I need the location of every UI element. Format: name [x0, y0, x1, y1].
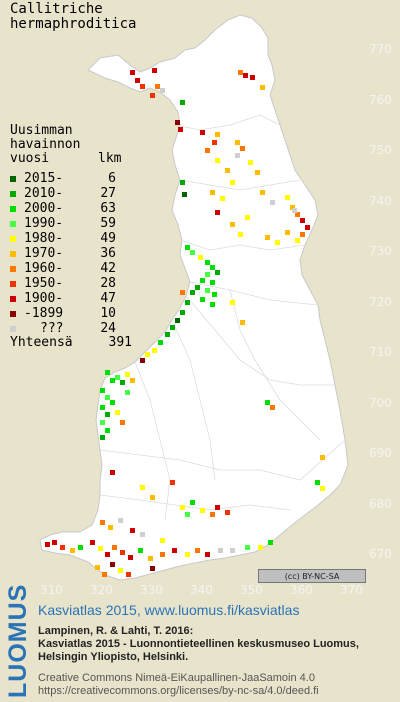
legend-total-count: 391 [108, 335, 132, 350]
citation-line2: Kasviatlas 2015 - Luonnontieteellinen ke… [38, 638, 359, 650]
y-tick-label: 680 [369, 496, 392, 511]
x-tick-label: 320 [90, 583, 113, 597]
cc-license-badge[interactable]: (cc) BY-NC-SA [258, 569, 366, 583]
legend-label: 1960- [24, 261, 64, 276]
luomus-logo-text: LUOMUS [4, 583, 32, 698]
legend-label: 1950- [24, 276, 64, 291]
legend-label: ??? [40, 321, 64, 336]
legend-swatch [10, 266, 16, 272]
legend-label: 1970- [24, 246, 64, 261]
x-tick-label: 330 [140, 583, 163, 597]
x-tick-label: 360 [290, 583, 313, 597]
legend-row: -1899 10 [10, 307, 116, 321]
legend-label: 2010- [24, 186, 64, 201]
luomus-logo: LUOMUS [4, 584, 32, 698]
footer: LUOMUS Kasviatlas 2015, www.luomus.fi/ka… [0, 584, 400, 702]
x-tick-label: 350 [240, 583, 263, 597]
legend-row: 1960- 42 [10, 262, 116, 276]
license-text: Creative Commons Nimeä-EiKaupallinen-Jaa… [38, 672, 319, 698]
legend-total-label: Yhteensä [10, 335, 73, 350]
y-tick-label: 670 [369, 547, 392, 561]
legend-row: ??? 24 [10, 322, 116, 336]
legend-row: 2015- 6 [10, 172, 116, 186]
legend-swatch [10, 191, 16, 197]
x-tick-label: 310 [40, 583, 63, 597]
legend-row: 1900- 47 [10, 292, 116, 306]
kasviatlas-link[interactable]: Kasviatlas 2015, www.luomus.fi/kasviatla… [38, 602, 300, 618]
occurrence-grid [45, 68, 325, 577]
license-url[interactable]: https://creativecommons.org/licenses/by-… [38, 685, 319, 697]
legend-header-line3: vuosi lkm [10, 152, 121, 166]
legend-total: Yhteensä 391 [10, 336, 132, 350]
license-line1: Creative Commons Nimeä-EiKaupallinen-Jaa… [38, 672, 315, 684]
finland-distribution-map [39, 14, 349, 581]
region-boundaries [99, 114, 346, 521]
legend-count: 10 [100, 306, 116, 321]
legend-count: 42 [100, 261, 116, 276]
legend-swatch [10, 221, 16, 227]
legend-label: 2000- [24, 201, 64, 216]
legend-count: 59 [100, 216, 116, 231]
legend-row: 1970- 36 [10, 247, 116, 261]
y-tick-label: 760 [369, 92, 392, 107]
legend-header-year: vuosi [10, 151, 50, 166]
legend-swatch [10, 176, 16, 182]
legend-row: 1980- 49 [10, 232, 116, 246]
legend-label: -1899 [24, 306, 64, 321]
legend-header: Uusimman havainnon vuosi lkm [10, 124, 121, 166]
legend-count: 36 [100, 246, 116, 261]
legend-count: 28 [100, 276, 116, 291]
legend-count: 47 [100, 291, 116, 306]
legend-count: 49 [100, 231, 116, 246]
legend-swatch [10, 251, 16, 257]
legend-swatch [10, 281, 16, 287]
legend-header-line2: havainnon [10, 137, 81, 152]
legend-row: 1990- 59 [10, 217, 116, 231]
legend-count: 24 [100, 321, 116, 336]
y-tick-label: 750 [369, 143, 392, 157]
legend-label: 1980- [24, 231, 64, 246]
legend-header-line1: Uusimman [10, 123, 73, 138]
legend-swatch [10, 326, 16, 332]
legend-label: 2015- [24, 171, 64, 186]
y-tick-label: 710 [369, 345, 392, 359]
citation: Lampinen, R. & Lahti, T. 2016: Kasviatla… [38, 625, 359, 664]
y-tick-label: 700 [369, 395, 392, 410]
x-tick-label: 340 [190, 583, 213, 597]
legend-count: 63 [100, 201, 116, 216]
y-tick-label: 770 [369, 42, 392, 56]
y-tick-label: 730 [369, 244, 392, 258]
legend-row: 2010- 27 [10, 187, 116, 201]
legend-label: 1990- [24, 216, 64, 231]
x-tick-label: 370 [340, 583, 363, 597]
legend-label: 1900- [24, 291, 64, 306]
legend-swatch [10, 311, 16, 317]
legend-swatch [10, 296, 16, 302]
citation-line1: Lampinen, R. & Lahti, T. 2016: [38, 625, 194, 637]
y-tick-label: 720 [369, 294, 392, 309]
y-tick-label: 740 [369, 193, 392, 208]
legend-row: 1950- 28 [10, 277, 116, 291]
legend-swatch [10, 206, 16, 212]
species-name-line2: hermaphroditica [10, 16, 137, 32]
legend-count: 27 [100, 186, 116, 201]
legend-header-count: lkm [98, 151, 122, 166]
legend-swatch [10, 236, 16, 242]
legend-row: 2000- 63 [10, 202, 116, 216]
finland-outline [39, 14, 349, 581]
y-tick-label: 690 [369, 446, 392, 460]
species-name: Callitriche hermaphroditica [10, 2, 136, 32]
legend-count: 6 [108, 171, 116, 186]
citation-line3: Helsingin Yliopisto, Helsinki. [38, 651, 189, 663]
species-name-line1: Callitriche [10, 1, 103, 17]
